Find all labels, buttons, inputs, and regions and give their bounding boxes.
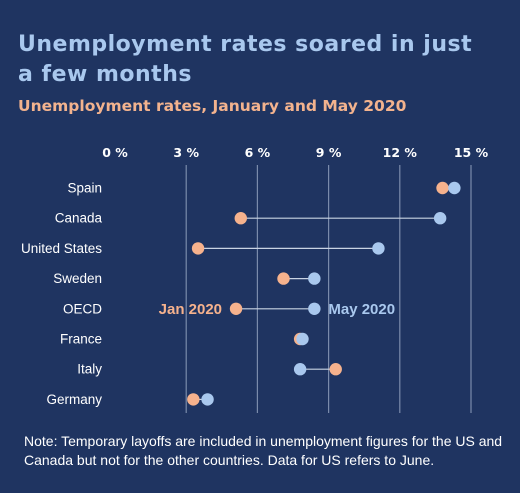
chart-title: Unemployment rates soared in just a few … (18, 32, 473, 87)
x-tick-label: 12 % (383, 145, 418, 160)
jan-2020-point (229, 302, 243, 315)
jan-2020-point (187, 393, 200, 406)
may-2020-point (293, 363, 307, 376)
chart-subtitle: Unemployment rates, January and May 2020 (18, 97, 407, 115)
category-label: United States (21, 241, 102, 256)
category-label: Italy (77, 362, 102, 377)
chart-note: Note: Temporary layoffs are included in … (24, 433, 503, 468)
may-2020-point (433, 212, 447, 225)
may-2020-point (201, 393, 214, 406)
x-tick-label: 0 % (102, 145, 128, 160)
category-label: Sweden (53, 271, 102, 286)
category-label: Spain (67, 181, 102, 196)
x-tick-label: 3 % (173, 145, 199, 160)
may-2020-point (308, 302, 321, 315)
category-label: Canada (55, 211, 103, 226)
jan-2020-point (277, 272, 290, 285)
jan-2020-point (234, 212, 247, 225)
jan-2020-point (191, 242, 205, 255)
x-tick-label: 9 % (316, 145, 342, 160)
may-2020-point (372, 242, 385, 255)
jan-2020-point (436, 181, 449, 195)
category-label: OECD (63, 301, 102, 316)
series-label-jan: Jan 2020 (159, 301, 222, 318)
may-2020-point (448, 181, 461, 195)
x-tick-label: 15 % (454, 145, 489, 160)
x-tick-label: 6 % (245, 145, 271, 160)
category-label: France (60, 332, 102, 347)
category-label: Germany (46, 392, 102, 407)
series-label-may: May 2020 (328, 301, 395, 318)
jan-2020-point (329, 363, 342, 376)
may-2020-point (308, 272, 321, 285)
may-2020-point (296, 332, 309, 346)
